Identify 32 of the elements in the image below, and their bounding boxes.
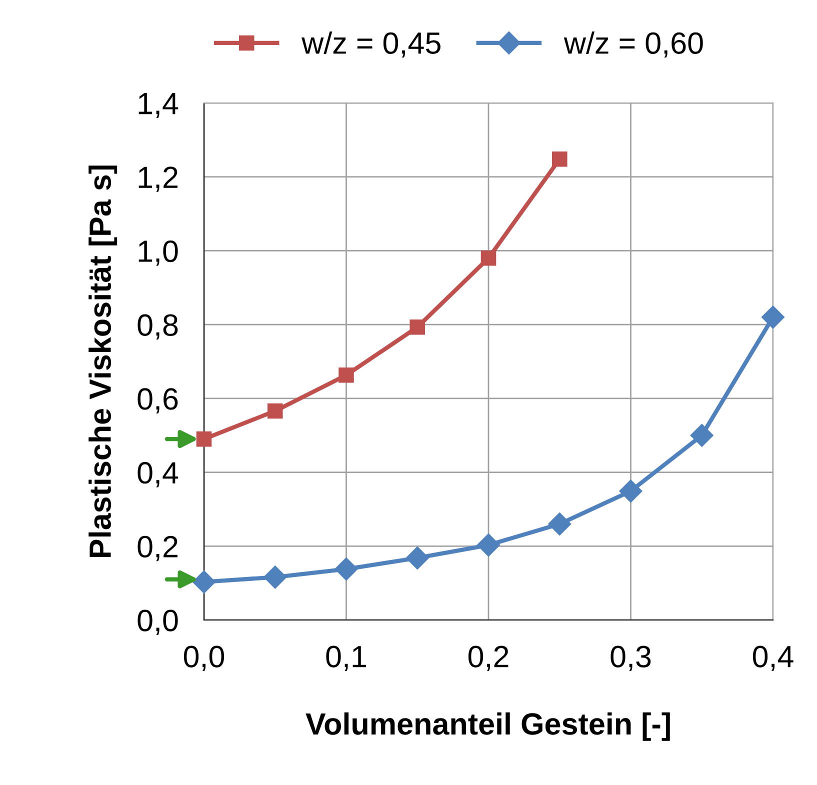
point [619,480,642,503]
point [480,250,496,266]
x-axis-title: Volumenanteil Gestein [-] [306,712,670,741]
point [196,431,212,447]
x-tick-label: 0,2 [468,646,508,672]
y-tick-label: 0,0 [138,610,178,635]
point [406,546,429,570]
point [334,558,358,581]
y-tick-label: 0,6 [138,388,178,414]
point [192,570,216,594]
y-tick-label: 0,2 [138,536,178,562]
x-tick-label: 0,3 [610,646,651,672]
y-tick-label: 0,8 [138,314,178,340]
y-tick-label: 0,4 [138,462,178,488]
point [410,320,426,335]
point [690,424,714,447]
point [264,566,287,589]
point [548,512,572,536]
x-tick-label: 0,4 [752,646,794,672]
point [267,403,283,419]
point [762,306,784,329]
y-tick-label: 1,2 [138,166,178,192]
point [552,151,568,167]
point [477,534,500,557]
y-tick-label: 1,0 [138,240,178,266]
y-axis-title: Plastische Viskosität [Pa s] [88,166,118,558]
x-tick-label: 0,0 [184,646,224,672]
legend-label: w/z = 0,60 [564,32,703,58]
legend-label: w/z = 0,45 [302,32,440,58]
x-tick-label: 0,1 [326,646,366,672]
point [338,368,354,383]
y-tick-label: 1,4 [138,93,178,118]
